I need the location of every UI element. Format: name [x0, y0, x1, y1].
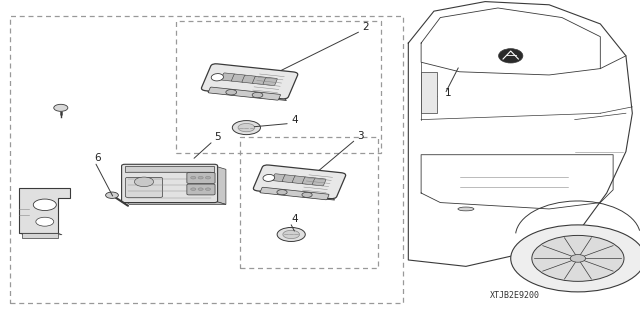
Circle shape — [134, 177, 154, 187]
Bar — [125, 166, 214, 172]
FancyBboxPatch shape — [312, 178, 326, 186]
Circle shape — [226, 90, 237, 95]
FancyBboxPatch shape — [242, 75, 256, 83]
Text: 4: 4 — [291, 115, 298, 125]
FancyBboxPatch shape — [260, 187, 329, 200]
Polygon shape — [19, 233, 62, 235]
Circle shape — [277, 227, 305, 241]
Text: 6: 6 — [95, 153, 101, 163]
Text: 4: 4 — [291, 214, 298, 224]
Polygon shape — [19, 188, 70, 233]
FancyBboxPatch shape — [272, 174, 286, 182]
FancyBboxPatch shape — [282, 175, 296, 183]
Polygon shape — [125, 201, 226, 204]
Circle shape — [54, 104, 68, 111]
Text: XTJB2E9200: XTJB2E9200 — [490, 291, 540, 300]
Ellipse shape — [263, 174, 275, 182]
Circle shape — [532, 235, 624, 281]
Ellipse shape — [211, 74, 223, 81]
FancyBboxPatch shape — [302, 177, 316, 185]
Polygon shape — [207, 88, 287, 100]
Circle shape — [205, 188, 211, 190]
Circle shape — [570, 255, 586, 262]
Bar — [10, 16, 403, 303]
Ellipse shape — [458, 207, 474, 211]
Text: 1: 1 — [445, 88, 451, 98]
Bar — [240, 137, 378, 268]
FancyBboxPatch shape — [292, 176, 306, 184]
FancyBboxPatch shape — [202, 64, 298, 99]
FancyBboxPatch shape — [232, 74, 246, 82]
Bar — [421, 72, 437, 113]
Circle shape — [283, 230, 300, 239]
Text: 5: 5 — [214, 132, 221, 142]
Polygon shape — [259, 188, 335, 200]
Circle shape — [191, 188, 196, 190]
FancyBboxPatch shape — [253, 165, 346, 199]
Circle shape — [36, 217, 54, 226]
Circle shape — [511, 225, 640, 292]
Text: 3: 3 — [357, 131, 364, 141]
Circle shape — [198, 188, 204, 190]
FancyBboxPatch shape — [221, 73, 236, 81]
Polygon shape — [214, 166, 226, 204]
FancyBboxPatch shape — [125, 177, 163, 197]
FancyBboxPatch shape — [122, 164, 218, 203]
FancyBboxPatch shape — [263, 78, 277, 85]
Bar — [176, 21, 381, 153]
Ellipse shape — [499, 48, 523, 63]
FancyBboxPatch shape — [187, 173, 215, 183]
Circle shape — [191, 176, 196, 179]
Circle shape — [277, 190, 287, 195]
Circle shape — [33, 199, 56, 211]
Circle shape — [205, 176, 211, 179]
FancyBboxPatch shape — [208, 87, 280, 100]
Circle shape — [232, 121, 260, 135]
Circle shape — [198, 176, 204, 179]
Circle shape — [302, 192, 312, 197]
FancyBboxPatch shape — [187, 184, 215, 195]
Circle shape — [252, 92, 263, 98]
Circle shape — [106, 192, 118, 198]
FancyBboxPatch shape — [253, 76, 267, 85]
Bar — [22, 233, 58, 238]
Text: 2: 2 — [362, 22, 369, 32]
Circle shape — [238, 123, 255, 132]
